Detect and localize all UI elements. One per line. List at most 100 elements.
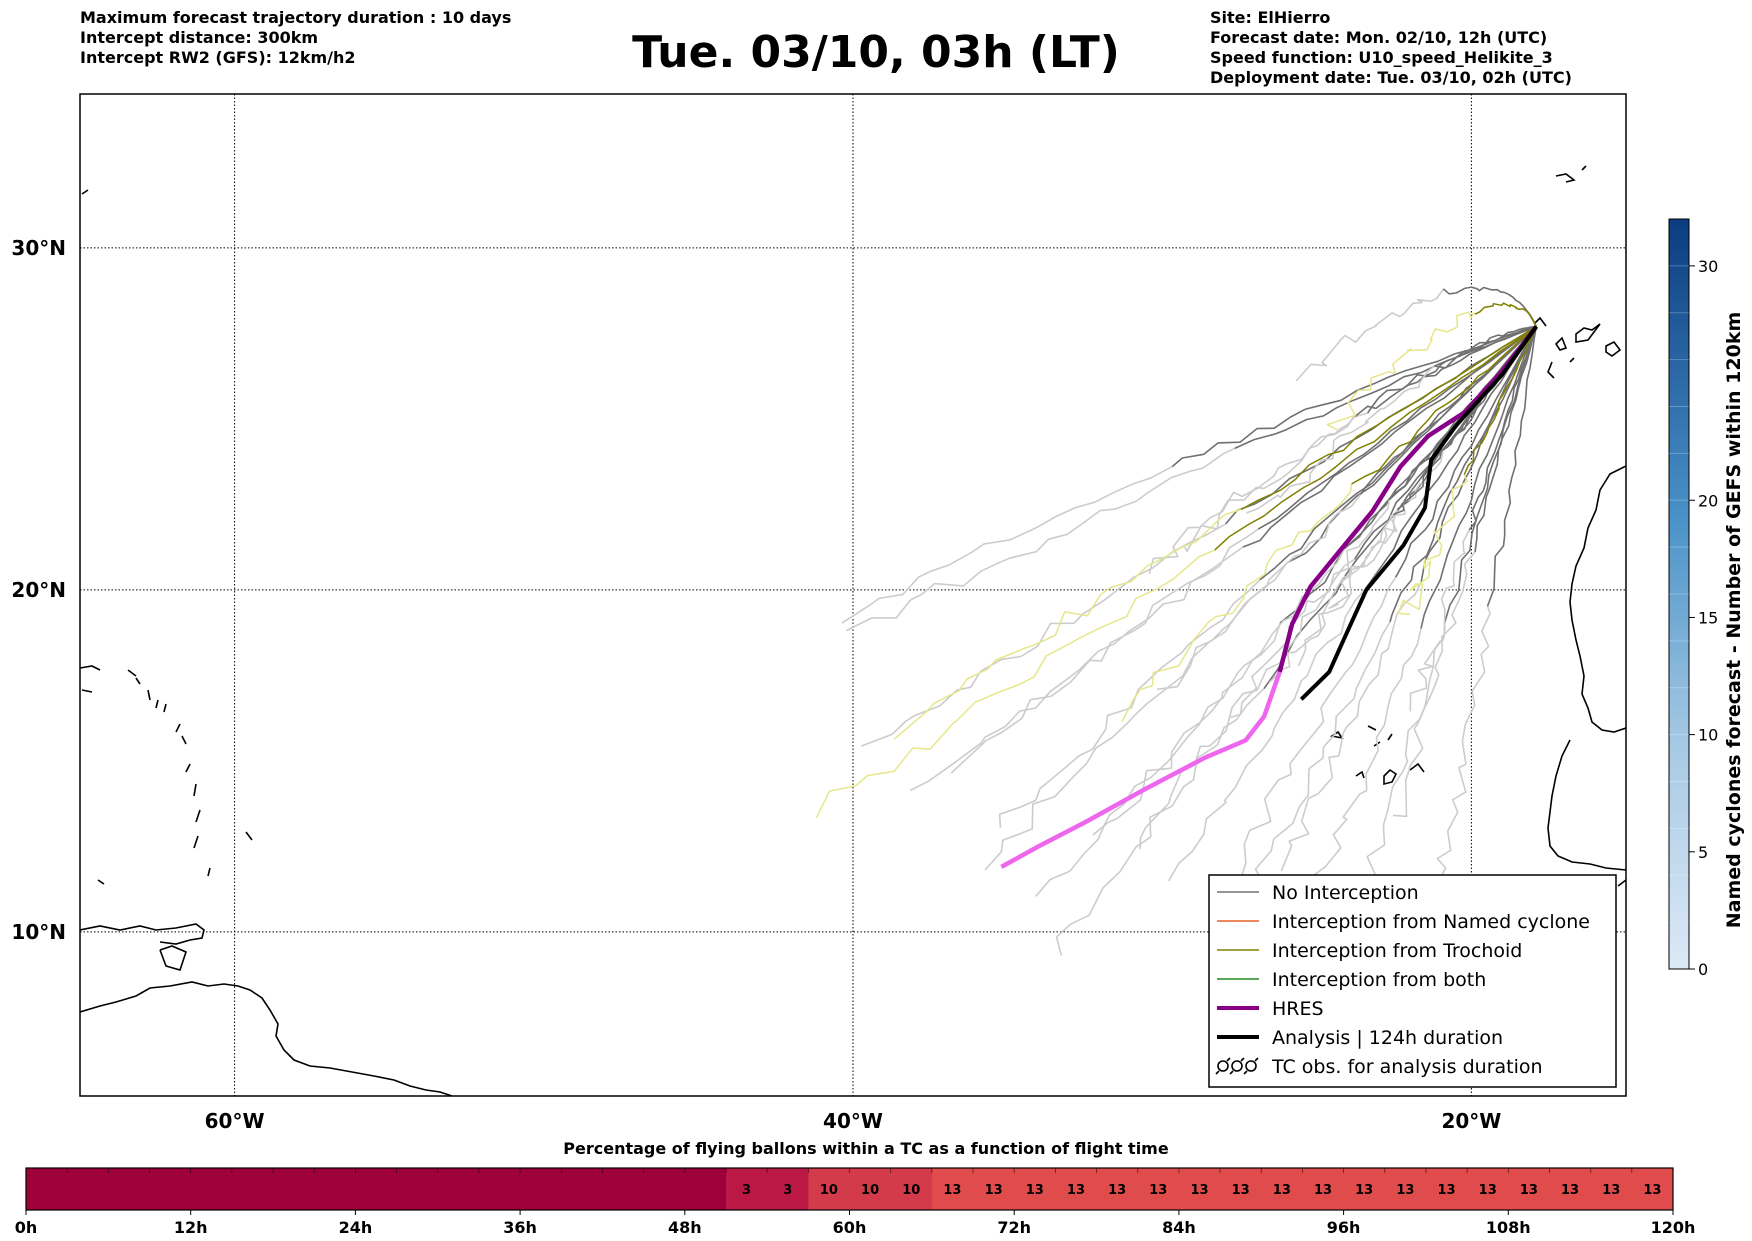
legend-label: No Interception [1272,882,1419,904]
coastline-antilles-small [81,189,253,885]
strip-tick-label: 120h [1651,1218,1696,1237]
strip-segment [1590,1168,1633,1210]
strip-segment [1549,1168,1592,1210]
trajectory-early-segment [1474,302,1537,327]
speed-function-text: Speed function: U10_speed_Helikite_3 [1210,48,1553,67]
strip-value: 13 [1190,1183,1208,1198]
legend-box [1208,874,1617,1088]
strip-segment [355,1168,398,1210]
strip-segment [725,1168,768,1210]
legend-item: Interception from Named cyclone [1217,911,1590,933]
analysis-trajectory [1299,325,1538,701]
colorbar-tick-label: 30 [1698,257,1718,276]
lat-label: 30°N [11,236,66,260]
strip-value: 13 [1396,1183,1414,1198]
colorbar-tick-label: 0 [1698,960,1708,979]
map-tick-labels: 60°W 40°W 20°W 30°N 20°N 10°N [11,236,1501,1133]
trajectory-early-segment [1394,326,1537,578]
trajectory-late-segment [1156,493,1362,691]
strip-segment [643,1168,686,1210]
trajectory-early-segment [1389,326,1538,623]
site-text: Site: ElHierro [1210,8,1331,27]
strip-value: 13 [1273,1183,1291,1198]
lat-label: 10°N [11,920,66,944]
strip-segment [1137,1168,1180,1210]
legend-item: Analysis | 124h duration [1217,1027,1503,1049]
lat-label: 20°N [11,578,66,602]
intercept-rw2-text: Intercept RW2 (GFS): 12km/h2 [80,48,356,67]
strip-tick-label: 96h [1327,1218,1361,1237]
trajectory-early-segment [1242,325,1537,548]
deployment-date-text: Deployment date: Tue. 03/10, 02h (UTC) [1210,68,1572,87]
strip-segment [931,1168,974,1210]
trajectory-late-segment [998,579,1261,828]
map: 60°W 40°W 20°W 30°N 20°N 10°N [11,93,1627,1133]
strip-title: Percentage of flying ballons within a TC… [563,1139,1169,1158]
strip-segment [273,1168,315,1210]
trajectory-late-segment [1121,483,1353,723]
trajectory-late-segment [1392,551,1476,818]
forecast-date-text: Forecast date: Mon. 02/10, 12h (UTC) [1210,28,1548,47]
strip-value: 13 [943,1183,961,1198]
coastline-madeira [1555,165,1587,183]
coastlines [80,165,1626,1096]
colorbar-ticks: 0 5 10 15 20 30 [1669,257,1718,979]
trajectory-late-segment [1168,588,1367,882]
strip-tick-label: 12h [174,1218,208,1237]
legend-label: HRES [1272,998,1324,1020]
colorbar: 0 5 10 15 20 30 Named cyclones forecast - Num… [1668,218,1745,979]
trajectory-early-segment [1468,326,1538,531]
coastline-africa [1547,465,1626,887]
flight-time-strip: Percentage of flying ballons within a TC… [15,1139,1696,1237]
trajectory-late-segment [815,549,1216,819]
strip-segment [67,1168,109,1210]
strip-value: 13 [1314,1183,1332,1198]
trajectory-early-segment [1214,325,1537,551]
strip-segment [437,1168,480,1210]
strip-segment [1178,1168,1221,1210]
trajectory-early-segment [1463,326,1537,475]
strip-value: 13 [1149,1183,1167,1198]
legend-item: HRES [1217,998,1324,1020]
strip-tick-label: 108h [1486,1218,1531,1237]
legend-label: TC obs. for analysis duration [1271,1056,1543,1078]
legend-label: Analysis | 124h duration [1272,1027,1503,1049]
strip-segment [108,1168,151,1210]
trajectory-early-segment [1277,325,1539,673]
legend-label: Interception from Trochoid [1272,940,1522,962]
strip-segment [808,1168,850,1210]
page-title: Tue. 03/10, 03h (LT) [632,27,1120,78]
strip-segment [231,1168,274,1210]
strip-tick-label: 72h [997,1218,1031,1237]
trajectory-late-segment [1230,499,1391,719]
trajectory-late-segment [1280,581,1423,872]
strip-value: 13 [1232,1183,1250,1198]
colorbar-tick-label: 10 [1698,726,1718,745]
strip-tick-label: 60h [833,1218,867,1237]
trajectory-late-segment [1241,621,1391,917]
strip-value: 13 [1643,1183,1661,1198]
trajectory-early-segment [1486,326,1538,607]
legend-item: TC obs. for analysis duration [1215,1056,1543,1078]
strip-value: 13 [1026,1183,1044,1198]
strip-tick-label: 0h [15,1218,38,1237]
trajectory-late-segment [1055,688,1265,956]
legend-item: No Interception [1217,882,1419,904]
tc-obs-icon [1243,1057,1259,1075]
strip-segment [890,1168,933,1210]
strip-tick-label: 36h [503,1218,537,1237]
colorbar-title: Named cyclones forecast - Number of GEFS… [1723,312,1745,929]
trajectory-late-segment [841,465,1173,624]
trajectory-late-segment [1297,509,1399,667]
strip-segment [1261,1168,1303,1210]
trajectory-late-segment [1366,623,1446,901]
colorbar-bar [1668,218,1690,970]
strip-value: 10 [861,1183,879,1198]
strip-segments: 3 3 10 10 10 13 13 13 13 13 13 13 13 13 13 13 13 13 13 13 13… [15,1167,1696,1237]
strip-value: 13 [1602,1183,1620,1198]
trajectory-late-segment [950,528,1259,774]
trajectory-late-segment [1139,558,1356,849]
trajectory-late-segment [1268,514,1394,683]
strip-segment [561,1168,603,1210]
strip-segment [1055,1168,1098,1210]
